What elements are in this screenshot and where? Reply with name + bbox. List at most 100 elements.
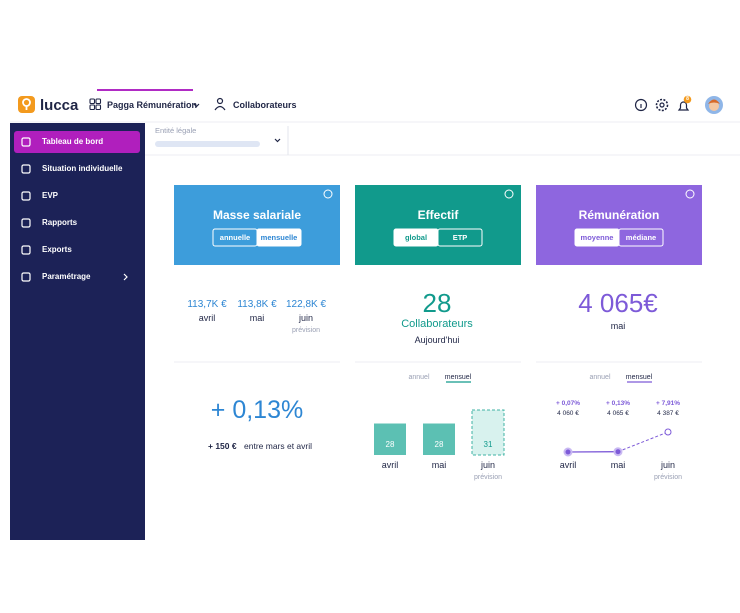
tab[interactable]: annuel — [589, 373, 611, 381]
kpi: 28 — [422, 288, 452, 318]
toggle-button[interactable] — [437, 228, 483, 247]
month-label: avril — [198, 312, 216, 323]
sidebar-icon — [21, 245, 31, 255]
category-label: avril — [559, 459, 577, 470]
toggle-label: médiane — [625, 232, 657, 242]
category-label: avril — [381, 459, 399, 470]
sidebar-item[interactable]: EVP — [42, 191, 59, 200]
change-label: + 0,13% — [605, 399, 631, 407]
kpi: 4 065€ — [578, 288, 658, 318]
card-header — [355, 185, 521, 265]
help-icon[interactable] — [323, 189, 333, 199]
delta-text: entre mars et avril — [244, 440, 313, 451]
notifications-icon[interactable] — [677, 101, 690, 111]
sidebar-icon — [21, 218, 31, 228]
toggle-button[interactable] — [618, 228, 664, 247]
value-label: 4 065 € — [607, 409, 629, 417]
people-icon — [214, 105, 226, 111]
point — [563, 447, 573, 457]
month-label: juin — [298, 312, 314, 323]
notification-count: 8 — [686, 96, 689, 102]
point — [613, 447, 623, 457]
bar — [423, 423, 455, 455]
change-label: + 7,91% — [655, 399, 681, 407]
month-label: mai — [249, 312, 265, 323]
info-icon[interactable] — [634, 98, 648, 112]
sidebar-item[interactable]: Tableau de bord — [42, 137, 104, 146]
filter-label: Entité légale — [155, 126, 197, 136]
sidebar-icon — [21, 137, 31, 147]
apps-icon — [89, 98, 96, 105]
sidebar-icon — [21, 272, 31, 282]
sidebar-icon — [21, 164, 31, 174]
toggle-label: mensuelle — [260, 232, 298, 242]
sidebar-chevron — [123, 273, 128, 281]
toggle-label: global — [404, 232, 428, 242]
tab[interactable]: annuel — [408, 373, 430, 381]
category-label: juin — [660, 459, 676, 470]
nav-item[interactable]: Pagga Rémunération — [107, 99, 198, 110]
sidebar-item-active[interactable] — [14, 131, 140, 153]
card-title: Masse salariale — [212, 208, 302, 222]
month-note: prévision — [291, 326, 321, 334]
nav-chevron — [193, 103, 200, 108]
card-title: Rémunération — [578, 208, 660, 222]
sidebar-item[interactable]: Rapports — [42, 218, 78, 227]
sidebar-item[interactable]: Situation individuelle — [42, 164, 123, 173]
nav-item[interactable]: Collaborateurs — [233, 99, 297, 110]
sidebar — [10, 123, 145, 540]
bar — [374, 423, 406, 455]
category-label: mai — [431, 459, 447, 470]
value-label: 4 060 € — [557, 409, 579, 417]
sidebar-item[interactable]: Exports — [42, 245, 72, 254]
tab[interactable]: mensuel — [625, 373, 653, 381]
card-header — [536, 185, 702, 265]
month-amount: 113,7K € — [187, 299, 227, 310]
value-label: 4 387 € — [657, 409, 679, 417]
card-title: Effectif — [417, 208, 459, 222]
kpi-caption: mai — [610, 320, 626, 331]
help-icon[interactable] — [685, 189, 695, 199]
point — [664, 428, 672, 436]
variation: + 0,13% — [210, 395, 304, 424]
bar — [471, 409, 505, 456]
change-label: + 0,07% — [555, 399, 581, 407]
delta: + 150 € — [208, 440, 237, 451]
category-label: mai — [610, 459, 626, 470]
apps-icon — [95, 98, 102, 105]
settings-icon[interactable] — [655, 98, 669, 112]
kpi-caption: Aujourd'hui — [414, 334, 460, 345]
toggle-label: moyenne — [580, 232, 614, 242]
kpi-unit: Collaborateurs — [401, 317, 473, 330]
logo-icon — [18, 96, 35, 113]
avatar-hair — [708, 99, 720, 104]
toggle-label: ETP — [452, 232, 468, 242]
toggle-button[interactable] — [256, 228, 302, 247]
help-icon[interactable] — [504, 189, 514, 199]
tab[interactable]: mensuel — [444, 373, 472, 381]
notification-badge — [683, 95, 692, 104]
apps-icon — [95, 104, 102, 111]
category-note: prévision — [653, 473, 683, 481]
sidebar-icon — [21, 191, 31, 201]
card-header — [174, 185, 340, 265]
category-note: prévision — [473, 473, 503, 481]
bar-label: 28 — [385, 440, 395, 449]
people-icon — [216, 97, 224, 105]
apps-icon — [89, 104, 96, 111]
category-label: juin — [480, 459, 496, 470]
toggle-label: annuelle — [219, 232, 251, 242]
filter-chevron — [274, 138, 281, 143]
month-amount: 122,8K € — [285, 299, 327, 310]
nav-active-indicator — [97, 89, 193, 91]
avatar-face — [709, 101, 719, 111]
line-segment-forecast — [617, 431, 669, 453]
filter-select-placeholder[interactable] — [155, 141, 260, 147]
month-amount: 113,8K € — [237, 299, 277, 310]
bar-label: 28 — [434, 440, 444, 449]
sidebar-item[interactable]: Paramétrage — [42, 272, 91, 281]
settings-icon — [659, 102, 665, 108]
logo-text: lucca — [40, 96, 79, 114]
